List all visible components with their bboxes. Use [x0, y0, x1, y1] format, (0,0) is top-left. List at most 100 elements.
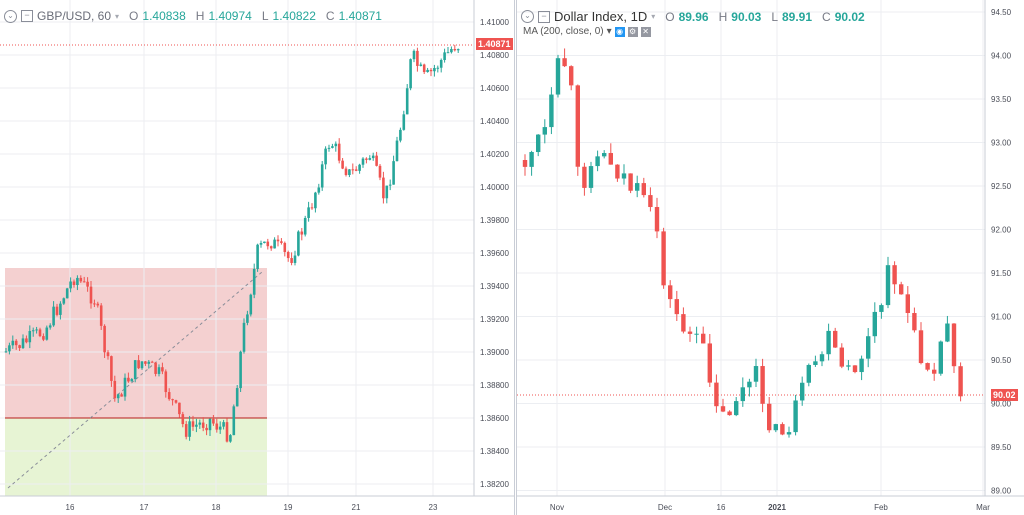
candle-body-down	[681, 314, 686, 332]
candle-body-up	[334, 143, 338, 147]
candle-body-down	[416, 50, 419, 66]
candle-body-up	[303, 217, 307, 235]
dxy-legend: ⌄ − Dollar Index, 1D ▾ O 89.96 H 90.03 L 89…	[521, 9, 865, 24]
candle-body-up	[208, 418, 212, 431]
ohlc-low-label: L	[771, 9, 778, 24]
collapse-chevron-icon[interactable]: ⌄	[521, 10, 534, 23]
candle-body-down	[615, 164, 620, 179]
ohlc-high-label: H	[195, 9, 205, 23]
collapse-chevron-icon[interactable]: ⌄	[4, 9, 17, 23]
candle-body-up	[555, 58, 561, 95]
candle-body-up	[436, 67, 440, 69]
ohlc-close-value: 90.02	[834, 9, 865, 24]
price-tick-label: 1.39400	[480, 282, 509, 291]
candle-body-down	[833, 330, 838, 348]
chevron-down-icon[interactable]: ▾	[115, 11, 120, 21]
candle-body-down	[375, 155, 378, 166]
candle-body-down	[365, 158, 368, 160]
chevron-down-icon[interactable]: ▾	[606, 26, 612, 37]
candle-body-up	[317, 187, 321, 193]
candle-body-down	[767, 403, 772, 431]
candle-body-down	[932, 369, 937, 374]
minimize-icon[interactable]: −	[538, 10, 550, 23]
close-icon[interactable]: ✕	[640, 26, 651, 37]
candle-body-up	[239, 351, 242, 389]
candle-body-up	[28, 331, 32, 343]
candle-body-up	[59, 303, 62, 315]
ohlc-close-value: 1.40871	[338, 9, 382, 23]
candle-body-up	[433, 68, 436, 72]
candle-body-down	[344, 168, 348, 175]
ohlc-low-value: 89.91	[782, 9, 813, 24]
candle-body-down	[892, 265, 897, 285]
candle-body-down	[351, 169, 355, 171]
candle-body-down	[144, 361, 147, 364]
candle-body-up	[793, 400, 798, 433]
gbpusd-chart-pane[interactable]: 1.41000 1.40800 1.40600 1.40400 1.40200 1.400…	[0, 0, 515, 515]
candle-body-up	[52, 306, 55, 326]
candle-body-up	[76, 277, 79, 286]
price-tick-label: 93.50	[991, 95, 1012, 104]
candle-body-up	[48, 325, 52, 328]
gbpusd-chart-canvas[interactable]: 1.41000 1.40800 1.40600 1.40400 1.40200 1.400…	[0, 0, 514, 515]
candle-body-down	[951, 323, 957, 367]
gbpusd-legend: ⌄ − GBP/USD, 60 ▾ O 1.40838 H 1.40974 L 1.4…	[4, 9, 382, 23]
price-tick-label: 1.40800	[480, 51, 509, 60]
candle-body-up	[35, 329, 38, 331]
candle-body-up	[813, 361, 818, 365]
ohlc-high-value: 90.03	[731, 9, 762, 24]
candle-body-down	[422, 64, 426, 73]
candle-body-up	[348, 169, 351, 175]
price-tick-label: 90.50	[991, 356, 1012, 365]
candle-body-up	[307, 207, 310, 218]
dxy-chart-canvas[interactable]: 94.50 94.00 93.50 93.00 92.50 92.00 91.50 91.00…	[517, 0, 1024, 515]
gear-icon[interactable]: ⚙	[627, 26, 638, 37]
price-tick-label: 89.00	[991, 487, 1012, 496]
candle-body-up	[273, 239, 276, 249]
time-tick-label: 17	[140, 503, 149, 512]
candle-body-up	[602, 153, 607, 157]
candle-body-down	[562, 58, 567, 67]
candle-body-up	[368, 158, 372, 160]
indicator-label[interactable]: MA (200, close, 0)	[523, 26, 604, 37]
candle-body-up	[4, 351, 8, 353]
candle-body-up	[443, 52, 446, 61]
candle-body-down	[93, 303, 96, 305]
candle-body-up	[371, 155, 375, 159]
candle-body-down	[280, 241, 283, 243]
symbol-label[interactable]: Dollar Index, 1D	[554, 9, 648, 24]
ohlc-open-label: O	[129, 9, 139, 23]
candle-body-down	[42, 336, 45, 340]
candle-body-up	[331, 146, 334, 148]
candle-body-down	[276, 239, 280, 242]
candle-body-up	[293, 255, 297, 263]
candle-body-up	[327, 147, 331, 149]
candle-body-up	[133, 360, 137, 380]
candle-body-up	[11, 340, 15, 346]
candle-body-down	[215, 423, 219, 430]
candle-body-up	[188, 421, 191, 437]
candle-body-up	[314, 192, 317, 209]
eye-icon[interactable]: ◉	[614, 26, 625, 37]
symbol-label[interactable]: GBP/USD, 60	[37, 9, 112, 23]
candle-body-down	[582, 166, 587, 188]
dxy-chart-pane[interactable]: 94.50 94.00 93.50 93.00 92.50 92.00 91.50 91.00…	[516, 0, 1024, 515]
chevron-down-icon[interactable]: ▾	[651, 12, 656, 21]
candle-body-down	[137, 360, 140, 369]
candle-body-up	[147, 361, 151, 364]
candle-body-up	[588, 166, 594, 188]
candle-body-up	[198, 422, 202, 425]
minimize-icon[interactable]: −	[21, 10, 33, 22]
candle-body-down	[912, 313, 917, 331]
candle-body-down	[103, 325, 106, 353]
ohlc-low-label: L	[261, 9, 269, 23]
candle-body-up	[426, 69, 429, 73]
candle-body-down	[283, 242, 287, 253]
candle-body-down	[55, 306, 59, 315]
candle-body-down	[429, 69, 433, 72]
candle-body-down	[14, 340, 18, 346]
candle-body-up	[45, 327, 49, 340]
candle-body-down	[164, 371, 168, 393]
candle-body-up	[358, 164, 361, 171]
candle-body-down	[780, 424, 785, 435]
